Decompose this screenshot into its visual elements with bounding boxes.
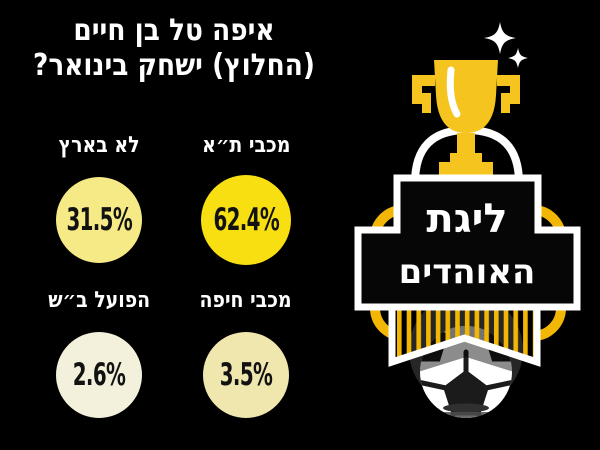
result-value: 3.5% — [219, 357, 273, 393]
trophy-cup — [434, 60, 498, 133]
result-circle: 3.5% — [203, 332, 289, 418]
result-circle: 31.5% — [56, 177, 142, 263]
result-circle: 62.4% — [201, 175, 291, 265]
sparkles-icon — [484, 22, 528, 68]
poll-option-maccabi-tel-aviv: מכבי ת״א 62.4% — [171, 133, 321, 265]
result-value: 62.4% — [213, 202, 279, 238]
striped-ribbon — [388, 302, 541, 367]
option-label: מכבי חיפה — [199, 288, 293, 313]
badge-title-line-2: האוהדים — [399, 252, 536, 292]
poll-question-title: איפה טל בן חיים (החלוץ) ישחק בינואר? — [21, 13, 327, 84]
option-label: לא בארץ — [58, 133, 140, 158]
badge-title-line-1: ליגת — [426, 196, 507, 242]
trophy-icon — [412, 60, 520, 176]
title-line-2: (החלוץ) ישחק בינואר? — [33, 47, 315, 83]
trophy-shine — [446, 66, 461, 118]
option-label: מכבי ת״א — [201, 133, 291, 158]
badge-plaque — [354, 174, 581, 311]
poll-option-not-in-israel: לא בארץ 31.5% — [24, 133, 174, 263]
option-label: הפועל ב״ש — [48, 288, 150, 313]
result-value: 2.6% — [72, 357, 126, 393]
fans-league-logo: ליגת האוהדים — [354, 22, 581, 418]
poll-option-maccabi-haifa: מכבי חיפה 3.5% — [171, 288, 321, 418]
result-circle: 2.6% — [56, 332, 142, 418]
title-line-1: איפה טל בן חיים — [73, 13, 275, 48]
result-value: 31.5% — [66, 202, 132, 238]
trophy-base — [439, 162, 493, 176]
poll-option-hapoel-beer-sheva: הפועל ב״ש 2.6% — [24, 288, 174, 418]
trophy-stem — [457, 133, 475, 155]
